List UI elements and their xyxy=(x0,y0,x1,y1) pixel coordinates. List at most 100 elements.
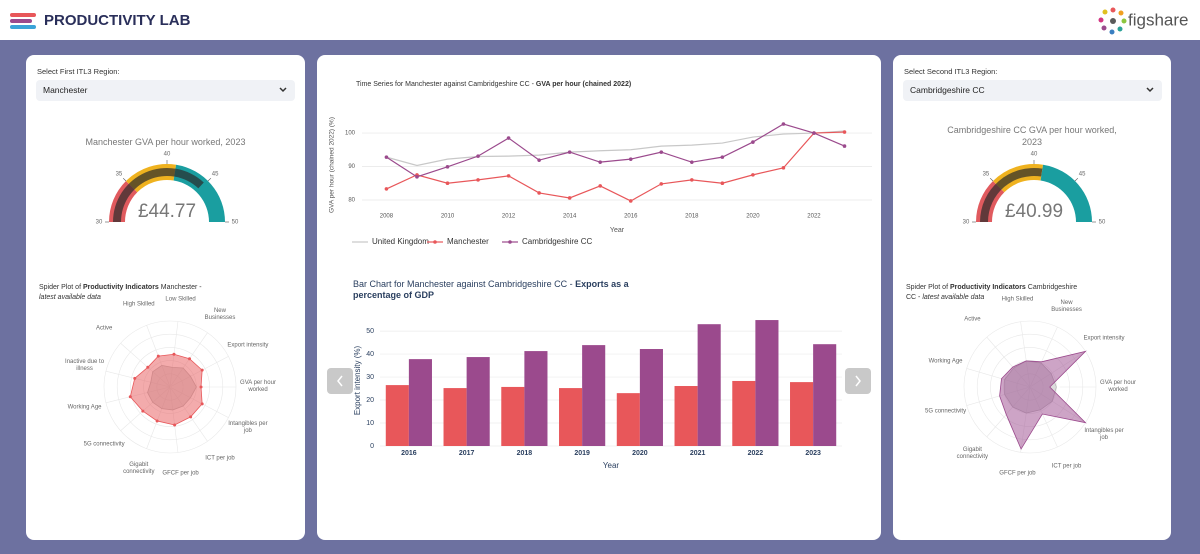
y-tick-label: 80 xyxy=(348,198,355,204)
bar xyxy=(385,385,409,446)
title-part: Productivity Indicators xyxy=(949,284,1026,291)
radar-axis-label: Working Age xyxy=(928,358,963,365)
radar-point xyxy=(133,376,137,380)
bar xyxy=(790,382,814,446)
title-part: GVA per hour (chained 2022) xyxy=(535,81,632,88)
bar xyxy=(443,388,467,446)
radar-axis-label: New Businesses xyxy=(1051,299,1082,313)
region-select[interactable]: Manchester xyxy=(36,80,295,101)
series-point xyxy=(842,130,847,134)
legend-label: United Kingdom xyxy=(372,237,429,246)
gauge-title: 2023 xyxy=(1021,137,1043,147)
series-point xyxy=(690,160,694,164)
x-tick-label: 2020 xyxy=(632,450,648,457)
radar-axis-label: Intangibles per job xyxy=(1084,427,1124,441)
series-point xyxy=(476,178,480,182)
title-part: Bar Chart for Manchester against Cambrid… xyxy=(353,279,576,289)
radar-axis-label: Low Skilled xyxy=(165,296,196,303)
figshare-logo xyxy=(1098,7,1127,35)
gauge-tick-label: 35 xyxy=(983,171,990,177)
gauge-title: Manchester GVA per hour worked, 2023 xyxy=(85,137,246,147)
x-tick-label: 2014 xyxy=(563,214,577,220)
bar xyxy=(813,344,837,446)
radar-axis-label: ICT per job xyxy=(205,455,235,462)
radar-point xyxy=(200,402,204,406)
y-tick-label: 0 xyxy=(370,443,374,450)
radar-point xyxy=(128,395,132,399)
gauge-value: £40.99 xyxy=(1005,201,1063,222)
series-point xyxy=(720,181,725,186)
x-tick-label: 2023 xyxy=(805,450,821,457)
y-tick-label: 20 xyxy=(366,397,374,404)
y-tick-label: 90 xyxy=(348,164,355,170)
gauge-tick-label: 50 xyxy=(1099,220,1106,226)
series-point xyxy=(506,136,511,140)
region-select[interactable]: Cambridgeshire CC xyxy=(903,80,1162,101)
series-point xyxy=(537,191,541,195)
select-label: Select First ITL3 Region: xyxy=(37,67,120,76)
header: PRODUCTIVITY LAB figshare xyxy=(0,0,1200,40)
radar-axis-label: Working Age xyxy=(67,404,102,411)
series-point xyxy=(598,184,603,188)
bar xyxy=(524,351,548,446)
next-button[interactable] xyxy=(845,368,871,394)
title-part: Exports as a percentage of GDP xyxy=(353,279,629,300)
prev-button[interactable] xyxy=(327,368,353,394)
series-point xyxy=(659,182,664,186)
center-card: 80 90 100 2008 2010 2012 2014 2016 2018 2020 2022 Y… xyxy=(317,55,881,540)
legend-label: Manchester xyxy=(447,237,489,246)
radar-axis-label: GVA per hour worked xyxy=(240,380,276,393)
y-tick-label: 30 xyxy=(366,374,374,381)
x-tick-label: 2016 xyxy=(624,214,638,220)
bar xyxy=(732,380,756,446)
series-line xyxy=(386,131,845,202)
radar-axis-label: Gigabit connectivity xyxy=(123,462,155,476)
x-tick-label: 2012 xyxy=(502,214,516,220)
radar-axis-label: Active xyxy=(95,325,113,332)
x-axis-title: Year xyxy=(603,461,620,470)
title-part: Spider Plot of xyxy=(906,284,950,291)
series-line xyxy=(386,123,845,178)
series-point xyxy=(537,158,541,162)
y-axis-title: GVA per hour (chained 2022) (%) xyxy=(329,117,336,213)
title-part: latest available data xyxy=(922,294,985,301)
radar-area xyxy=(999,350,1087,450)
left-card: 30 35 40 45 50 £44.77 Select First ITL3 Regio… xyxy=(26,55,305,540)
radar-point xyxy=(173,423,177,427)
gauge-band xyxy=(1040,164,1092,222)
series-point xyxy=(567,196,572,200)
bar xyxy=(501,386,525,446)
gauge-value: £44.77 xyxy=(138,201,196,222)
next-icon xyxy=(855,375,861,387)
radar-title: Spider Plot of Productivity Indicators M… xyxy=(39,283,214,303)
y-tick-label: 100 xyxy=(345,131,356,137)
radar-axis-label: New Businesses xyxy=(204,307,236,321)
radar-axis-label: Active xyxy=(964,316,981,323)
gauge-tick-label: 35 xyxy=(116,171,123,177)
series-point xyxy=(842,144,847,148)
chevron xyxy=(1146,87,1154,93)
brand-name: figshare xyxy=(1128,10,1188,29)
series-point xyxy=(628,157,633,161)
gauge-tick-label: 50 xyxy=(232,220,239,226)
series-point xyxy=(445,165,450,169)
prev-icon xyxy=(337,375,343,387)
radar-axis-label: High Skilled xyxy=(1001,296,1034,303)
gauge-tick-label: 45 xyxy=(1079,171,1086,177)
series-point xyxy=(751,173,755,177)
radar-area xyxy=(129,353,203,426)
series-point xyxy=(812,131,816,135)
radar-axis-label: ICT per job xyxy=(1051,463,1082,470)
selected-region: Cambridgeshire CC xyxy=(910,85,985,95)
series-point xyxy=(445,181,450,186)
bar xyxy=(674,386,698,446)
radar-point xyxy=(155,419,159,423)
series-point xyxy=(781,166,786,170)
series-point xyxy=(476,154,480,158)
x-tick-label: 2019 xyxy=(574,450,590,457)
y-tick-label: 50 xyxy=(366,328,374,335)
select-label: Select Second ITL3 Region: xyxy=(904,67,998,76)
radar-axis-label: Export intensity xyxy=(227,342,269,349)
